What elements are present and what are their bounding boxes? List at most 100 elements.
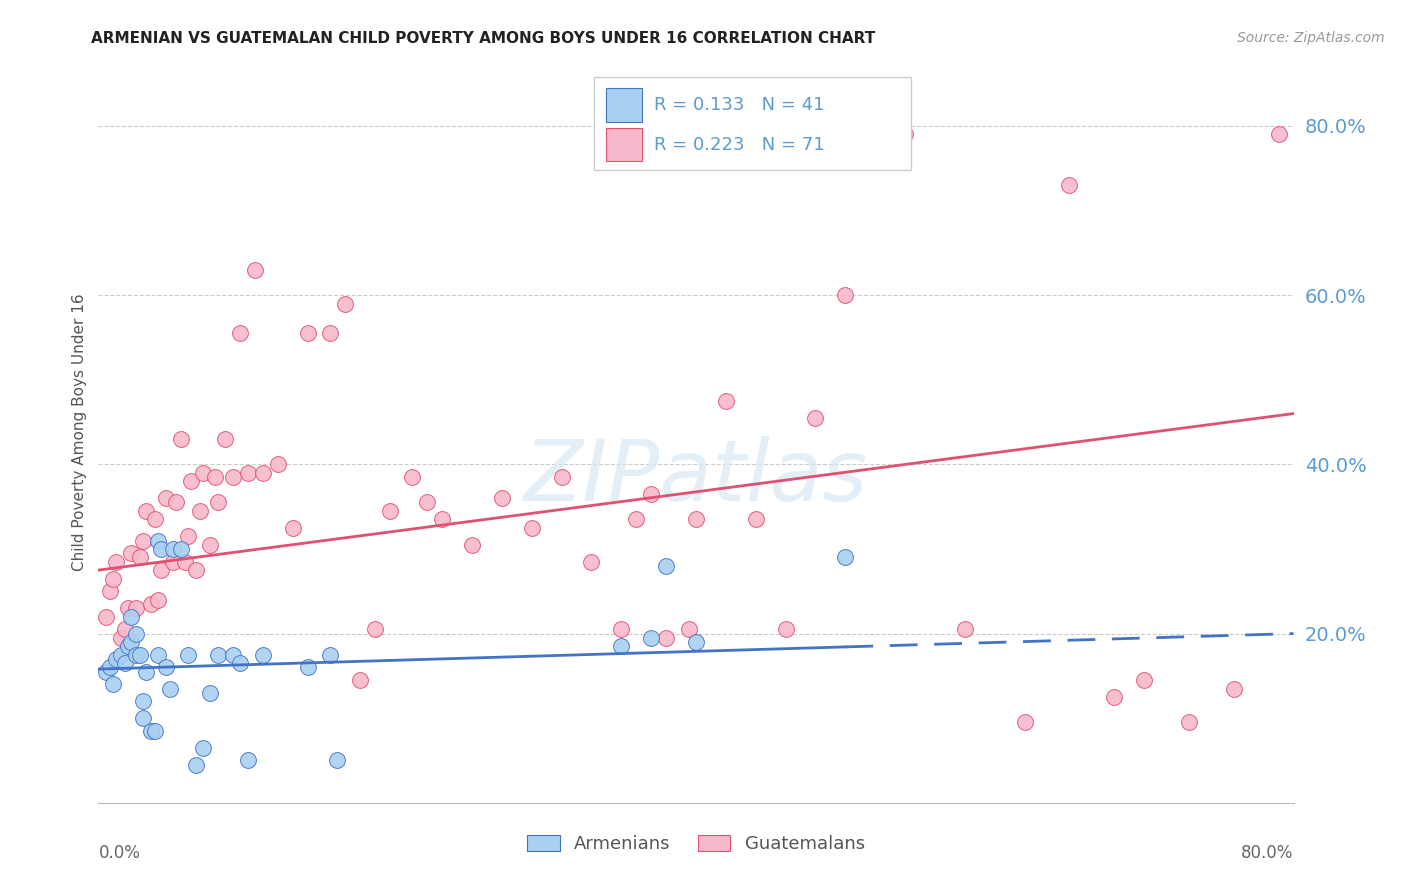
- Point: [117, 601, 139, 615]
- Text: R = 0.223   N = 71: R = 0.223 N = 71: [654, 136, 825, 153]
- Point: [804, 410, 827, 425]
- Point: [281, 521, 304, 535]
- Point: [169, 432, 191, 446]
- Point: [94, 609, 117, 624]
- Point: [640, 487, 662, 501]
- Point: [110, 631, 132, 645]
- Point: [132, 694, 155, 708]
- Text: R = 0.133   N = 41: R = 0.133 N = 41: [654, 96, 825, 114]
- Point: [378, 504, 401, 518]
- Point: [129, 648, 152, 662]
- Point: [150, 563, 173, 577]
- Point: [610, 640, 633, 654]
- Point: [953, 623, 976, 637]
- Point: [125, 626, 148, 640]
- Point: [491, 491, 513, 506]
- Point: [349, 673, 371, 687]
- Point: [1178, 715, 1201, 730]
- Point: [103, 677, 125, 691]
- FancyBboxPatch shape: [606, 88, 643, 121]
- Point: [139, 723, 162, 738]
- FancyBboxPatch shape: [595, 78, 911, 169]
- Text: ARMENIAN VS GUATEMALAN CHILD POVERTY AMONG BOYS UNDER 16 CORRELATION CHART: ARMENIAN VS GUATEMALAN CHILD POVERTY AMO…: [91, 31, 876, 46]
- Point: [200, 538, 222, 552]
- Point: [550, 470, 572, 484]
- Point: [143, 512, 166, 526]
- Point: [364, 623, 387, 637]
- Point: [626, 512, 648, 526]
- Point: [155, 491, 177, 506]
- Point: [200, 686, 222, 700]
- Point: [1267, 128, 1289, 142]
- Point: [169, 541, 191, 556]
- Point: [894, 128, 917, 142]
- Point: [319, 648, 342, 662]
- Point: [1014, 715, 1036, 730]
- Point: [640, 631, 662, 645]
- Y-axis label: Child Poverty Among Boys Under 16: Child Poverty Among Boys Under 16: [72, 293, 87, 572]
- Point: [834, 550, 856, 565]
- Point: [148, 533, 170, 548]
- Point: [159, 681, 181, 696]
- Point: [94, 665, 117, 679]
- Point: [132, 711, 155, 725]
- Point: [132, 533, 155, 548]
- Point: [105, 652, 128, 666]
- Text: Source: ZipAtlas.com: Source: ZipAtlas.com: [1237, 31, 1385, 45]
- Point: [188, 504, 211, 518]
- Point: [214, 432, 236, 446]
- Text: ZIPatlas: ZIPatlas: [524, 435, 868, 518]
- Point: [319, 326, 342, 341]
- Point: [610, 623, 633, 637]
- Point: [184, 757, 207, 772]
- Point: [162, 555, 184, 569]
- Point: [267, 458, 290, 472]
- Point: [117, 640, 139, 654]
- Point: [678, 623, 700, 637]
- Point: [150, 541, 173, 556]
- Point: [520, 521, 543, 535]
- Point: [139, 597, 162, 611]
- Legend: Armenians, Guatemalans: Armenians, Guatemalans: [520, 828, 872, 861]
- Point: [297, 326, 319, 341]
- Point: [143, 723, 166, 738]
- Point: [184, 563, 207, 577]
- Point: [177, 648, 200, 662]
- Point: [165, 495, 187, 509]
- Point: [103, 572, 125, 586]
- Point: [236, 754, 259, 768]
- Point: [745, 512, 768, 526]
- Point: [114, 656, 136, 670]
- Point: [655, 558, 678, 573]
- Text: 0.0%: 0.0%: [98, 844, 141, 862]
- Point: [162, 541, 184, 556]
- Point: [120, 546, 142, 560]
- Point: [98, 660, 122, 674]
- Point: [236, 466, 259, 480]
- Point: [148, 648, 170, 662]
- Point: [714, 393, 737, 408]
- Point: [204, 470, 226, 484]
- Point: [252, 466, 274, 480]
- Point: [125, 601, 148, 615]
- Point: [685, 635, 707, 649]
- Point: [326, 754, 349, 768]
- Point: [105, 555, 128, 569]
- Point: [191, 740, 214, 755]
- Point: [222, 648, 245, 662]
- Point: [120, 609, 142, 624]
- Point: [148, 592, 170, 607]
- Point: [416, 495, 439, 509]
- FancyBboxPatch shape: [606, 128, 643, 161]
- Point: [775, 623, 797, 637]
- Point: [252, 648, 274, 662]
- Point: [834, 288, 856, 302]
- Point: [430, 512, 453, 526]
- Point: [120, 635, 142, 649]
- Point: [125, 648, 148, 662]
- Point: [129, 550, 152, 565]
- Point: [114, 623, 136, 637]
- Point: [581, 555, 603, 569]
- Point: [135, 504, 157, 518]
- Point: [461, 538, 484, 552]
